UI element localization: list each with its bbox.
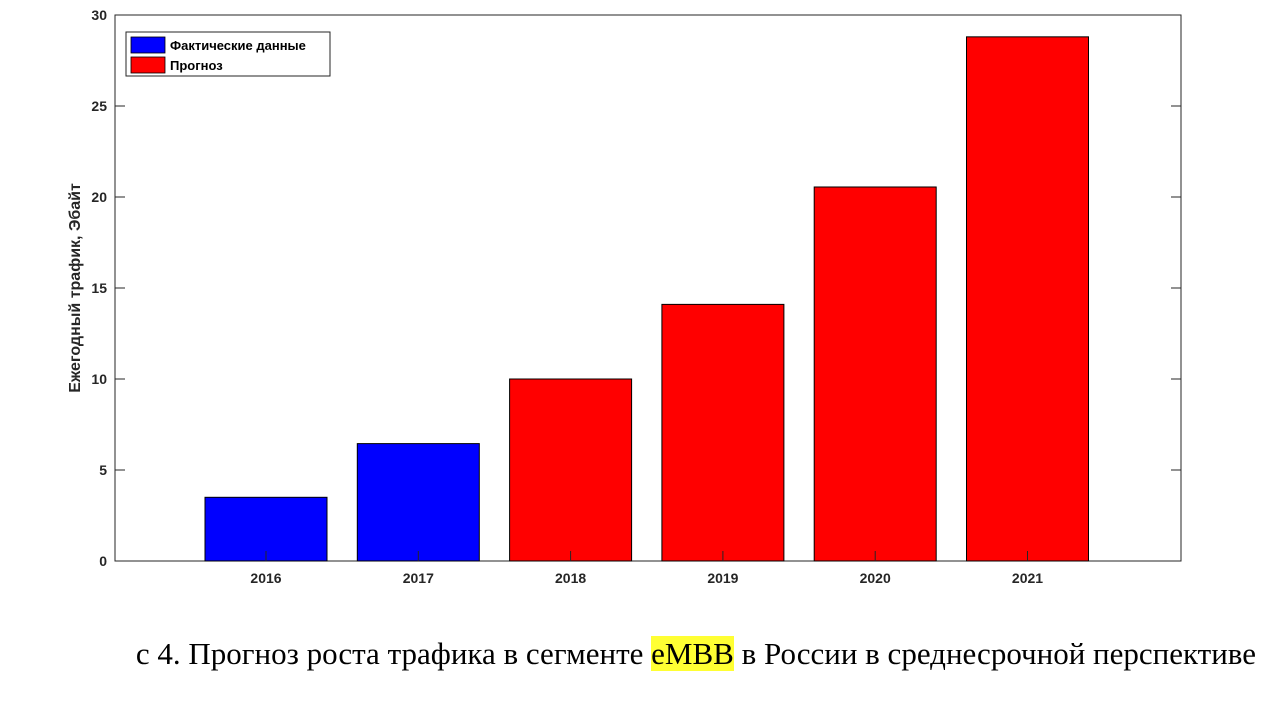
legend-label-forecast: Прогноз bbox=[170, 58, 223, 73]
y-axis-label: Ежегодный трафик, Эбайт bbox=[67, 183, 84, 393]
y-tick-label-0: 0 bbox=[99, 553, 107, 569]
x-axis-ticks: 2016 2017 2018 2019 2020 2021 bbox=[250, 551, 1043, 586]
bar-chart: 0 5 10 15 20 25 30 2016 2017 2018 2019 2020 2021 Еж… bbox=[67, 7, 1182, 586]
y-axis-ticks: 0 5 10 15 20 25 30 bbox=[91, 7, 1181, 569]
y-tick-label-5: 5 bbox=[99, 462, 107, 478]
x-tick-label-2019: 2019 bbox=[707, 570, 738, 586]
x-tick-label-2021: 2021 bbox=[1012, 570, 1043, 586]
bar-2018 bbox=[509, 378, 633, 562]
figure-caption: с 4. Прогноз роста трафика в сегменте eM… bbox=[0, 636, 1280, 686]
y-tick-label-30: 30 bbox=[91, 7, 107, 23]
y-tick-label-25: 25 bbox=[91, 98, 107, 114]
caption-prefix: с 4. Прогноз роста трафика в сегменте bbox=[135, 636, 652, 671]
bar-2019 bbox=[661, 303, 785, 562]
y-tick-label-20: 20 bbox=[91, 189, 107, 205]
legend-label-actual: Фактические данные bbox=[170, 38, 306, 53]
y-tick-label-15: 15 bbox=[91, 280, 107, 296]
legend-swatch-forecast bbox=[130, 56, 166, 74]
x-tick-label-2016: 2016 bbox=[250, 570, 281, 586]
caption-highlight: eMBB bbox=[651, 636, 734, 671]
bar-2016 bbox=[204, 496, 328, 562]
legend: Фактические данные Прогноз bbox=[125, 31, 331, 77]
x-tick-label-2017: 2017 bbox=[403, 570, 434, 586]
x-tick-label-2018: 2018 bbox=[555, 570, 586, 586]
bar-2017 bbox=[356, 443, 480, 562]
bar-2021 bbox=[966, 36, 1089, 562]
bar-2020 bbox=[813, 186, 937, 562]
bars-group bbox=[204, 36, 1089, 562]
legend-swatch-actual bbox=[130, 36, 166, 54]
caption-suffix: в России в среднесрочной перспективе bbox=[733, 636, 1256, 671]
y-tick-label-10: 10 bbox=[91, 371, 107, 387]
x-tick-label-2020: 2020 bbox=[860, 570, 891, 586]
